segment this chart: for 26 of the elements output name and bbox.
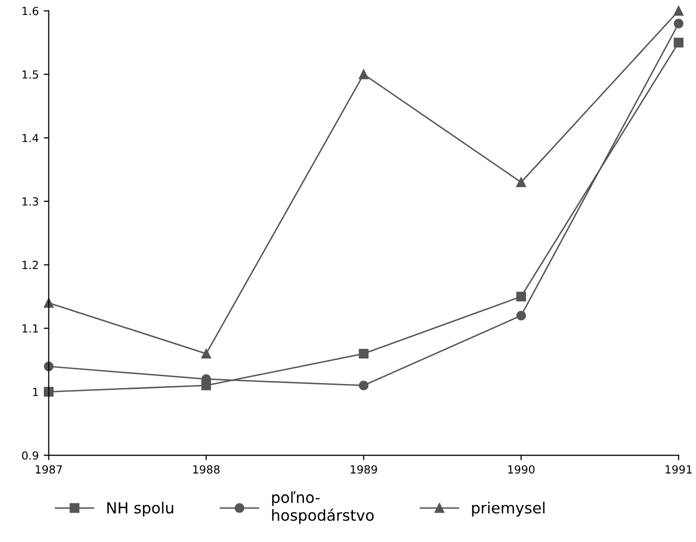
point [674, 18, 684, 28]
x-tick-label: 1990 [508, 465, 535, 474]
x-tick-label: 1988 [193, 465, 220, 474]
y-tick-label: 1.6 [22, 6, 38, 16]
point [674, 38, 684, 48]
y-tick-label: 1 [33, 388, 38, 396]
point [516, 310, 526, 320]
y-tick-label: 1.2 [22, 260, 38, 270]
point [358, 380, 369, 390]
x-tick-label: 1989 [350, 465, 378, 474]
x-tick-label: 1987 [36, 465, 62, 474]
y-tick-label: 0.9 [22, 451, 38, 460]
point [201, 348, 212, 359]
y-tick-label: 1.5 [22, 70, 38, 79]
x-tick-label: 1991 [666, 465, 692, 474]
y-tick-label: 1.1 [22, 324, 38, 333]
point [516, 292, 526, 302]
point [674, 6, 684, 16]
y-tick-label: 1.3 [22, 197, 38, 206]
legend-label: priemysel [472, 502, 544, 517]
legend-label: poľno- hospodárstvo [272, 491, 374, 524]
point [358, 69, 369, 80]
point [358, 348, 369, 359]
legend-label: NH spolu [107, 502, 174, 517]
y-tick-label: 1.4 [22, 134, 38, 142]
point [516, 177, 526, 188]
